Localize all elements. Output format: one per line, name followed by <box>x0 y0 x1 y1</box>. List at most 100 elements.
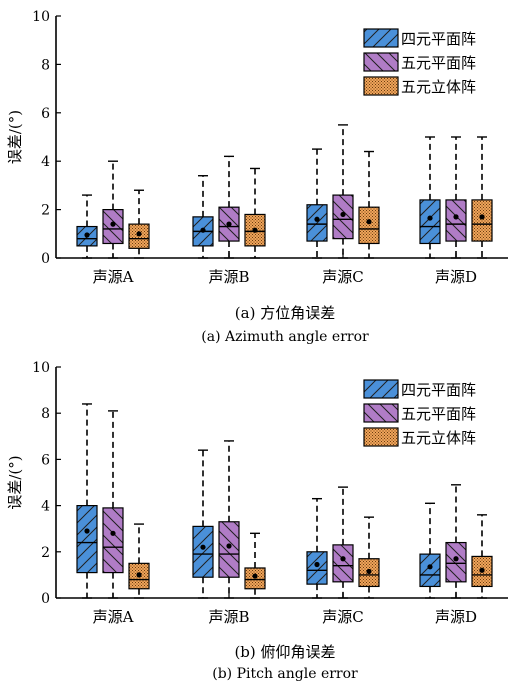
box-0-1 <box>192 175 214 259</box>
legend-label: 四元平面阵 <box>401 381 476 399</box>
y-tick-label: 4 <box>41 154 50 170</box>
box-outline <box>192 525 214 578</box>
mean-marker <box>453 556 459 562</box>
box-0-1 <box>192 449 214 599</box>
chart-title: (b) 俯仰角误差 <box>234 643 335 661</box>
x-tick-label: 声源D <box>435 608 477 626</box>
chart-panel-1: 0 2 4 6 8 10 误差/(°) 声源A 声源B 声源C 声源D 四元平面阵五元平面阵五元立体阵… <box>6 360 508 682</box>
legend-swatch-outline <box>363 427 399 447</box>
chart-panel-0: 0 2 4 6 8 10 误差/(°) 声源A 声源B 声源C 声源D 四元平面阵五元平面阵五元立体阵… <box>6 9 508 345</box>
legend-swatch-outline <box>363 52 399 72</box>
mean-marker <box>136 231 142 237</box>
box-2-0 <box>128 189 150 259</box>
box-1-3 <box>445 136 467 259</box>
mean-marker <box>200 227 206 233</box>
y-tick-label: 8 <box>41 57 50 73</box>
chart-subtitle: (b) Pitch angle error <box>212 666 358 682</box>
mean-marker <box>453 214 459 220</box>
x-tick-label: 声源B <box>208 268 249 286</box>
box-2-2 <box>358 516 380 599</box>
box-2-3 <box>471 136 493 259</box>
legend-label: 五元平面阵 <box>401 54 476 72</box>
box-2-2 <box>358 150 380 259</box>
legend-swatch-outline <box>363 403 399 423</box>
legend-swatch-outline <box>363 379 399 399</box>
y-tick-label: 6 <box>41 452 50 468</box>
y-tick-label: 2 <box>41 545 50 561</box>
y-axis-label: 误差/(°) <box>6 110 24 164</box>
y-tick-label: 4 <box>41 499 50 515</box>
box-outline <box>471 199 493 242</box>
chart-title: (a) 方位角误差 <box>235 304 335 322</box>
mean-marker <box>314 561 320 568</box>
mean-marker <box>200 544 206 550</box>
mean-marker <box>340 556 346 562</box>
box-outline <box>445 541 467 583</box>
box-1-2 <box>332 486 354 599</box>
mean-marker <box>340 211 346 218</box>
mean-marker <box>110 530 116 536</box>
mean-marker <box>427 215 433 221</box>
y-tick-label: 6 <box>41 106 50 122</box>
legend-label: 五元平面阵 <box>401 405 476 423</box>
legend-label: 五元立体阵 <box>401 429 476 447</box>
mean-marker <box>226 543 232 549</box>
x-tick-label: 声源B <box>208 608 249 626</box>
box-0-3 <box>419 136 441 259</box>
box-1-3 <box>445 484 467 599</box>
box-1-0 <box>102 160 124 259</box>
y-tick-label: 10 <box>32 9 50 25</box>
box-1-1 <box>218 155 240 259</box>
mean-marker <box>136 572 142 578</box>
x-tick-label: 声源C <box>322 268 363 286</box>
chart-subtitle: (a) Azimuth angle error <box>201 329 369 345</box>
box-0-0 <box>76 194 98 259</box>
mean-marker <box>252 573 258 579</box>
mean-marker <box>427 564 433 570</box>
legend-label: 五元立体阵 <box>401 78 476 96</box>
box-0-2 <box>306 497 328 599</box>
box-outline <box>332 544 354 583</box>
box-1-2 <box>332 124 354 259</box>
box-outline <box>76 505 98 574</box>
y-tick-label: 2 <box>41 203 50 219</box>
mean-marker <box>84 232 90 238</box>
box-2-1 <box>244 532 266 599</box>
box-0-3 <box>419 502 441 599</box>
y-tick-label: 10 <box>32 360 50 376</box>
box-outline <box>445 199 467 242</box>
y-tick-label: 0 <box>41 591 50 607</box>
y-tick-label: 0 <box>41 251 50 267</box>
box-outline <box>419 199 441 245</box>
x-tick-label: 声源D <box>435 268 477 286</box>
mean-marker <box>110 221 116 227</box>
box-outline <box>306 204 328 242</box>
legend-label: 四元平面阵 <box>401 30 476 48</box>
y-axis-label: 误差/(°) <box>6 455 24 509</box>
box-2-3 <box>471 514 493 599</box>
box-1-0 <box>102 410 124 599</box>
box-outline <box>102 507 124 574</box>
x-tick-label: 声源C <box>322 608 363 626</box>
legend-swatch-outline <box>363 28 399 48</box>
box-outline <box>419 553 441 588</box>
box-1-1 <box>218 440 240 599</box>
mean-marker <box>226 221 232 227</box>
mean-marker <box>84 528 90 534</box>
mean-marker <box>479 214 485 220</box>
box-outline <box>306 551 328 585</box>
mean-marker <box>314 216 320 222</box>
box-0-0 <box>76 403 98 599</box>
x-tick-label: 声源A <box>93 268 134 286</box>
mean-marker <box>252 227 258 233</box>
box-2-0 <box>128 523 150 599</box>
box-outline <box>358 206 380 245</box>
box-2-1 <box>244 167 266 259</box>
mean-marker <box>366 568 372 575</box>
mean-marker <box>479 567 485 573</box>
x-tick-label: 声源A <box>93 608 134 626</box>
mean-marker <box>366 219 372 225</box>
